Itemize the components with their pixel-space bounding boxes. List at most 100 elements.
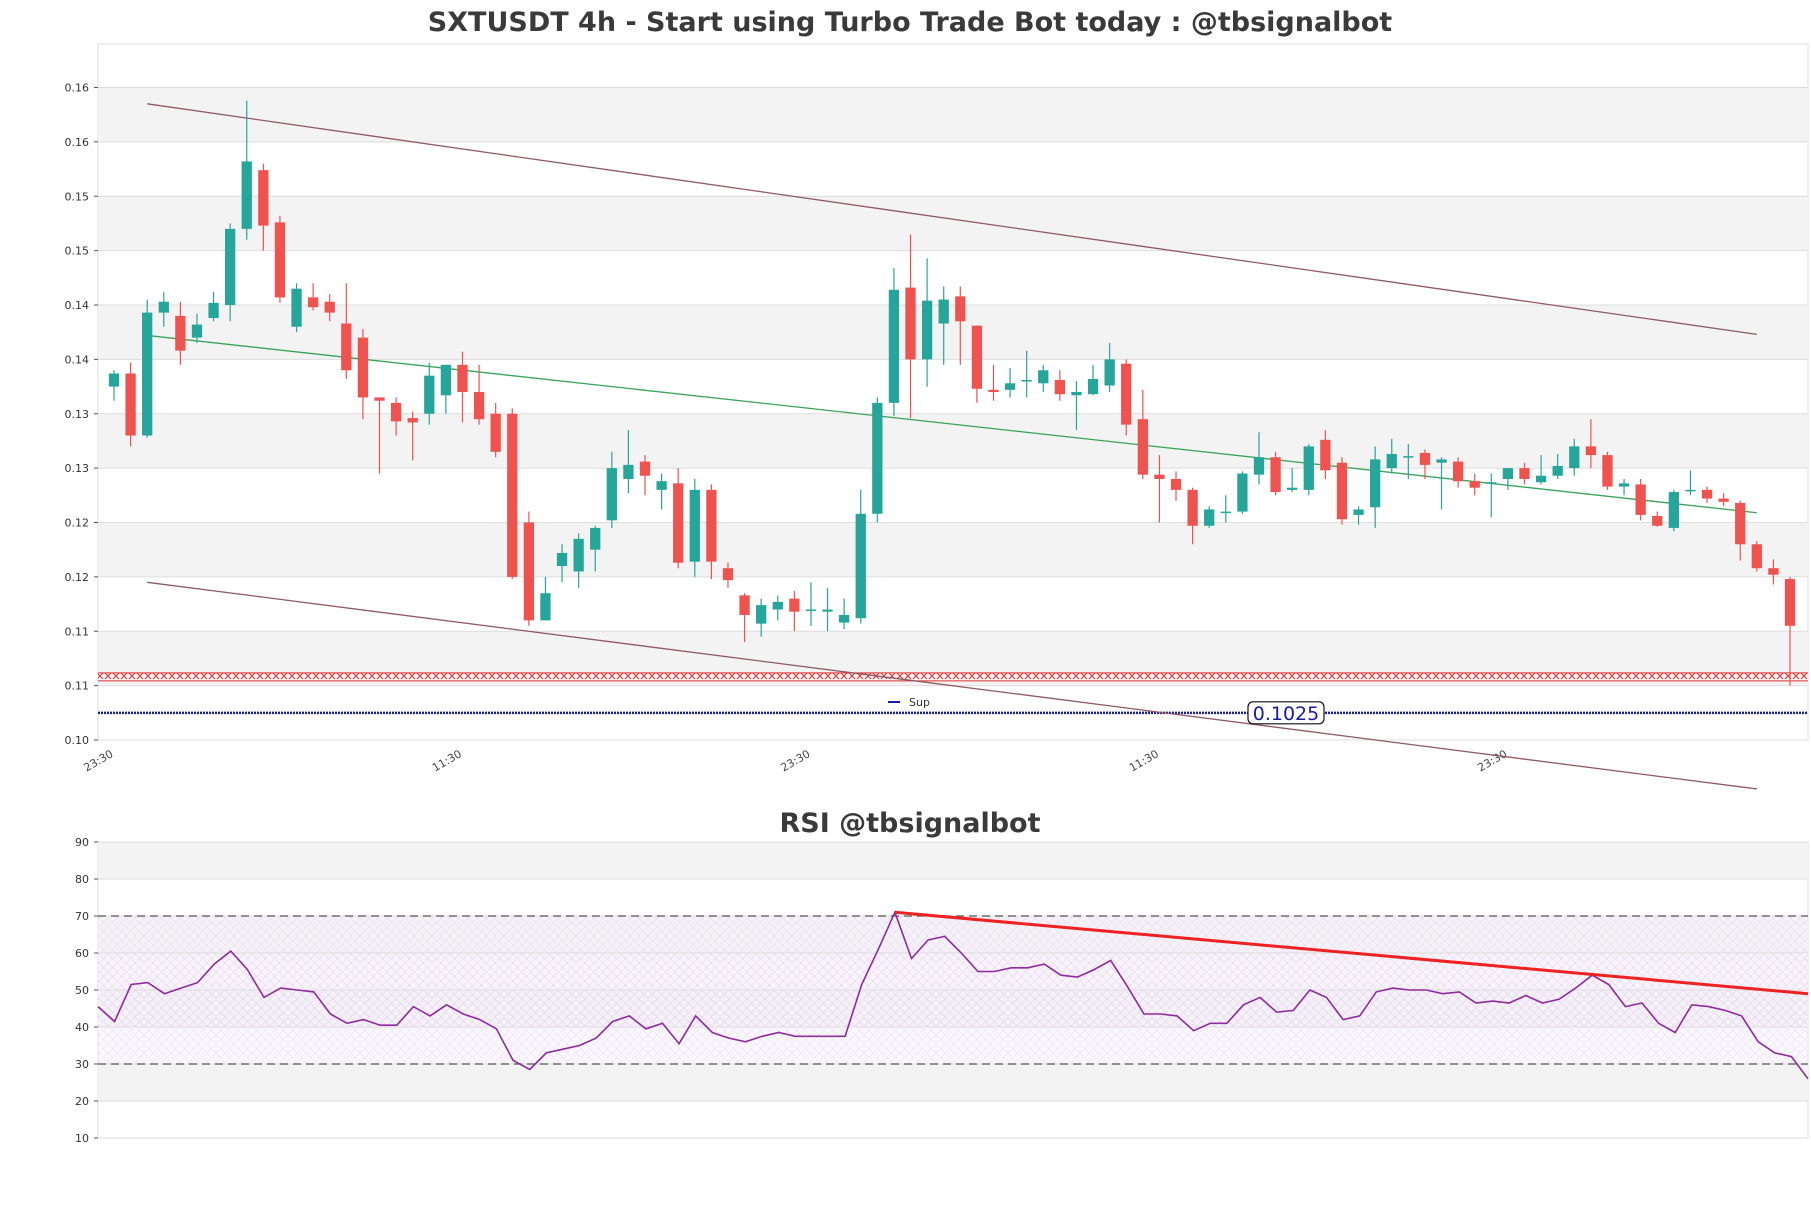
price-band xyxy=(98,522,1808,577)
resistance-zone xyxy=(98,672,1808,681)
candle-down xyxy=(955,296,966,322)
rsi-y-tick-label: 80 xyxy=(75,873,89,886)
price-band xyxy=(98,305,1808,360)
candle-up xyxy=(805,609,817,611)
candle-up xyxy=(1569,446,1580,469)
rsi-y-tick-label: 30 xyxy=(75,1058,89,1071)
candle-down xyxy=(1784,579,1796,626)
candle-up xyxy=(540,593,551,621)
price-band xyxy=(98,413,1808,469)
candle-up xyxy=(1303,446,1314,490)
candle-up xyxy=(1370,459,1381,508)
price-band xyxy=(98,87,1808,142)
candle-down xyxy=(1602,455,1613,487)
candle-down xyxy=(390,402,402,422)
price-x-tick-label: 23:30 xyxy=(1475,747,1509,774)
candle-up xyxy=(1071,392,1082,396)
rsi-y-tick-label: 10 xyxy=(75,1132,89,1145)
candle-down xyxy=(407,418,418,423)
candle-down xyxy=(1170,479,1182,490)
candle-up xyxy=(1038,370,1049,384)
rsi-y-tick-label: 60 xyxy=(75,947,89,960)
candle-up xyxy=(1403,456,1414,458)
price-y-tick-label: 0.13 xyxy=(65,408,90,421)
support-price-box xyxy=(1247,701,1325,725)
price-y-tick-label: 0.10 xyxy=(65,734,90,747)
candle-up xyxy=(1287,487,1298,490)
candle-up xyxy=(1535,475,1547,483)
candle-up xyxy=(656,481,667,490)
candle-up xyxy=(1004,383,1016,390)
candle-down xyxy=(457,364,468,392)
candle-up xyxy=(225,228,236,305)
candle-up xyxy=(888,289,900,403)
price-y-tick-label: 0.11 xyxy=(65,625,90,638)
candle-down xyxy=(722,568,734,581)
candle-up xyxy=(1685,489,1696,492)
candle-down xyxy=(1519,468,1530,479)
channel-lower-line xyxy=(147,581,1757,790)
candle-up xyxy=(1220,511,1231,514)
candle-down xyxy=(357,337,369,398)
candle-up xyxy=(822,609,833,612)
candle-up xyxy=(938,299,949,324)
candle-down xyxy=(1336,462,1348,520)
candle-up xyxy=(1618,483,1630,487)
candle-up xyxy=(1204,509,1215,526)
price-x-tick-label: 23:30 xyxy=(778,747,812,774)
price-y-tick-label: 0.15 xyxy=(65,245,90,258)
candle-down xyxy=(125,373,136,436)
candle-up xyxy=(606,468,617,521)
candle-down xyxy=(1121,363,1132,425)
candle-up xyxy=(623,464,634,479)
candle-down xyxy=(507,413,518,577)
candle-up xyxy=(855,513,866,619)
candle-down xyxy=(374,397,385,401)
rsi-line xyxy=(97,910,1809,1080)
candle-down xyxy=(789,598,800,612)
candle-down xyxy=(1419,452,1431,465)
candle-down xyxy=(1635,484,1646,515)
candle-down xyxy=(673,483,684,563)
candle-up xyxy=(1021,380,1032,382)
price-y-tick-label: 0.15 xyxy=(65,190,90,203)
rsi-y-tick-label: 40 xyxy=(75,1021,89,1034)
price-plot-area xyxy=(97,43,1809,741)
candle-down xyxy=(473,392,485,420)
price-y-tick-label: 0.12 xyxy=(65,517,90,530)
candle-up xyxy=(291,288,302,327)
candle-up xyxy=(1486,482,1497,484)
candle-up xyxy=(921,300,933,360)
price-x-tick-label: 11:30 xyxy=(1127,747,1161,774)
candle-up xyxy=(108,373,120,387)
candle-up xyxy=(1668,492,1679,528)
candle-down xyxy=(258,170,269,226)
candle-down xyxy=(274,222,286,298)
candle-down xyxy=(324,301,335,313)
candle-up xyxy=(1552,465,1563,476)
candle-up xyxy=(573,538,584,572)
candle-down xyxy=(1270,457,1281,493)
candle-down xyxy=(1320,439,1331,471)
candle-down xyxy=(1751,544,1762,569)
candle-down xyxy=(1187,489,1198,526)
legend-support-label: Sup xyxy=(909,696,930,709)
candle-down xyxy=(490,413,501,452)
candle-up xyxy=(158,301,169,313)
rsi-chart-title: RSI @tbsignalbot xyxy=(779,808,1040,839)
candle-down xyxy=(739,595,750,615)
candle-up xyxy=(1436,459,1447,463)
rsi-band xyxy=(98,842,1808,879)
candle-up xyxy=(191,324,203,338)
candle-down xyxy=(1701,489,1713,499)
channel-upper-line xyxy=(147,103,1757,336)
candle-up xyxy=(424,375,435,414)
price-y-tick-label: 0.16 xyxy=(65,136,90,149)
candle-up xyxy=(1104,359,1115,386)
candle-down xyxy=(1735,502,1746,545)
candle-down xyxy=(1585,446,1597,456)
candle-up xyxy=(142,312,153,436)
candle-down xyxy=(905,287,916,360)
candle-up xyxy=(689,489,700,562)
candle-down xyxy=(307,297,319,308)
